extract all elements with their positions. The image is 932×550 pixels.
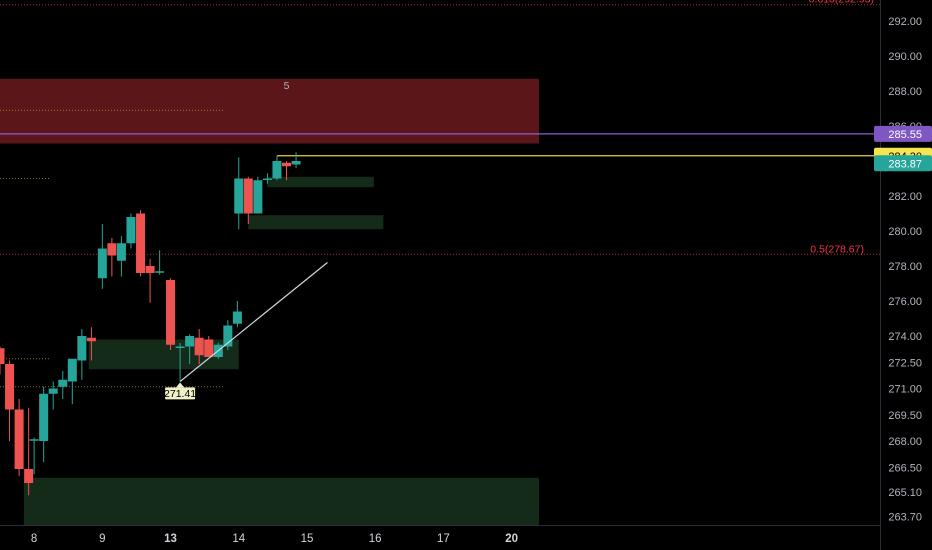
- x-tick-label: 13: [164, 533, 177, 545]
- price-axis[interactable]: 292.00290.00288.00286.00282.00280.00278.…: [880, 0, 932, 550]
- candle-body-16[interactable]: [145, 266, 155, 273]
- price-tag-285-55-text: 285.55: [888, 129, 922, 141]
- x-tick-label: 15: [301, 533, 314, 545]
- candle-body-27[interactable]: [243, 178, 253, 214]
- x-tick-label: 17: [437, 533, 450, 545]
- y-tick-label: 280.00: [888, 226, 922, 238]
- candle-body-7[interactable]: [58, 379, 68, 387]
- y-tick-label: 266.50: [888, 462, 922, 474]
- y-tick-label: 292.00: [888, 16, 922, 28]
- candle-body-26[interactable]: [234, 178, 244, 214]
- y-tick-label: 278.00: [888, 261, 922, 273]
- y-tick-label: 290.00: [888, 51, 922, 63]
- candles-layer: [0, 152, 301, 496]
- x-tick-label: 9: [99, 533, 105, 545]
- candle-body-4[interactable]: [29, 439, 39, 441]
- low-label-text: 271.41: [164, 388, 196, 400]
- time-axis[interactable]: 8 9 13 14 15 16 17 20: [0, 525, 932, 550]
- candle-body-6[interactable]: [48, 388, 58, 394]
- candle-body-20[interactable]: [185, 336, 195, 347]
- candle-body-25[interactable]: [232, 311, 242, 324]
- y-tick-label: 272.50: [888, 357, 922, 369]
- candle-body-12[interactable]: [107, 243, 117, 256]
- red-zone-0[interactable]: [0, 78, 539, 144]
- candle-body-30[interactable]: [272, 161, 282, 179]
- candle-body-19[interactable]: [175, 346, 185, 349]
- y-tick-label: 268.00: [888, 436, 922, 448]
- candle-body-15[interactable]: [136, 213, 146, 274]
- x-tick-label: 20: [505, 533, 518, 545]
- price-tag-283-87-text: 283.87: [888, 158, 922, 170]
- axis-corner: [881, 526, 932, 550]
- candle-body-28[interactable]: [253, 180, 263, 214]
- level-lines-layer: [0, 4, 880, 388]
- y-tick-label: 276.00: [888, 296, 922, 308]
- candle-body-21[interactable]: [194, 337, 204, 356]
- candle-body-29[interactable]: [262, 178, 272, 181]
- candle-body-13[interactable]: [116, 243, 126, 261]
- y-tick-label: 265.10: [888, 487, 922, 499]
- fib-05-label: 0.5(278.67): [810, 243, 864, 255]
- candle-body-18[interactable]: [166, 280, 176, 345]
- green-zone-3[interactable]: [267, 176, 374, 188]
- candle-body-32[interactable]: [291, 161, 301, 165]
- candle-body-17[interactable]: [155, 271, 165, 273]
- candle-body-11[interactable]: [97, 248, 107, 279]
- y-tick-label: 263.70: [888, 511, 922, 523]
- x-tick-label: 14: [232, 533, 245, 545]
- y-tick-label: 271.00: [888, 384, 922, 396]
- price-tags-layer: 285.55284.30283.87: [874, 125, 932, 172]
- candle-body-8[interactable]: [67, 358, 77, 382]
- trend-line[interactable]: [179, 262, 328, 382]
- price-axis-bg: [880, 0, 932, 550]
- candle-body-0[interactable]: [0, 348, 5, 364]
- candle-body-1[interactable]: [5, 364, 15, 410]
- y-tick-label: 274.00: [888, 331, 922, 343]
- x-tick-label: 16: [369, 533, 382, 545]
- candle-body-5[interactable]: [39, 393, 49, 441]
- time-axis-bg: [0, 525, 880, 550]
- candle-body-24[interactable]: [223, 325, 233, 347]
- y-tick-label: 282.00: [888, 191, 922, 203]
- price-tag-285-55[interactable]: [874, 125, 932, 142]
- green-zone-2[interactable]: [23, 477, 539, 525]
- candle-body-14[interactable]: [126, 217, 136, 244]
- fib-618-label: 0.618(292.93): [809, 0, 874, 6]
- price-tag-283-87[interactable]: [874, 155, 932, 172]
- candle-body-3[interactable]: [24, 469, 34, 483]
- zone-count-label: 5: [284, 80, 290, 92]
- drawings-layer: 0.618(292.93) 0.5(278.67) 5 271.41: [164, 0, 874, 400]
- low-marker-icon: [176, 382, 185, 388]
- candle-body-9[interactable]: [77, 336, 87, 361]
- green-zone-4[interactable]: [248, 215, 384, 230]
- low-label-box: [165, 387, 196, 400]
- x-tick-label: 8: [31, 533, 37, 545]
- candle-body-31[interactable]: [282, 162, 292, 167]
- candle-body-22[interactable]: [204, 339, 214, 358]
- candle-body-10[interactable]: [86, 337, 96, 342]
- candle-body-2[interactable]: [14, 409, 24, 470]
- y-tick-label: 288.00: [888, 86, 922, 98]
- y-tick-label: 269.50: [888, 410, 922, 422]
- zones-layer: [0, 78, 539, 525]
